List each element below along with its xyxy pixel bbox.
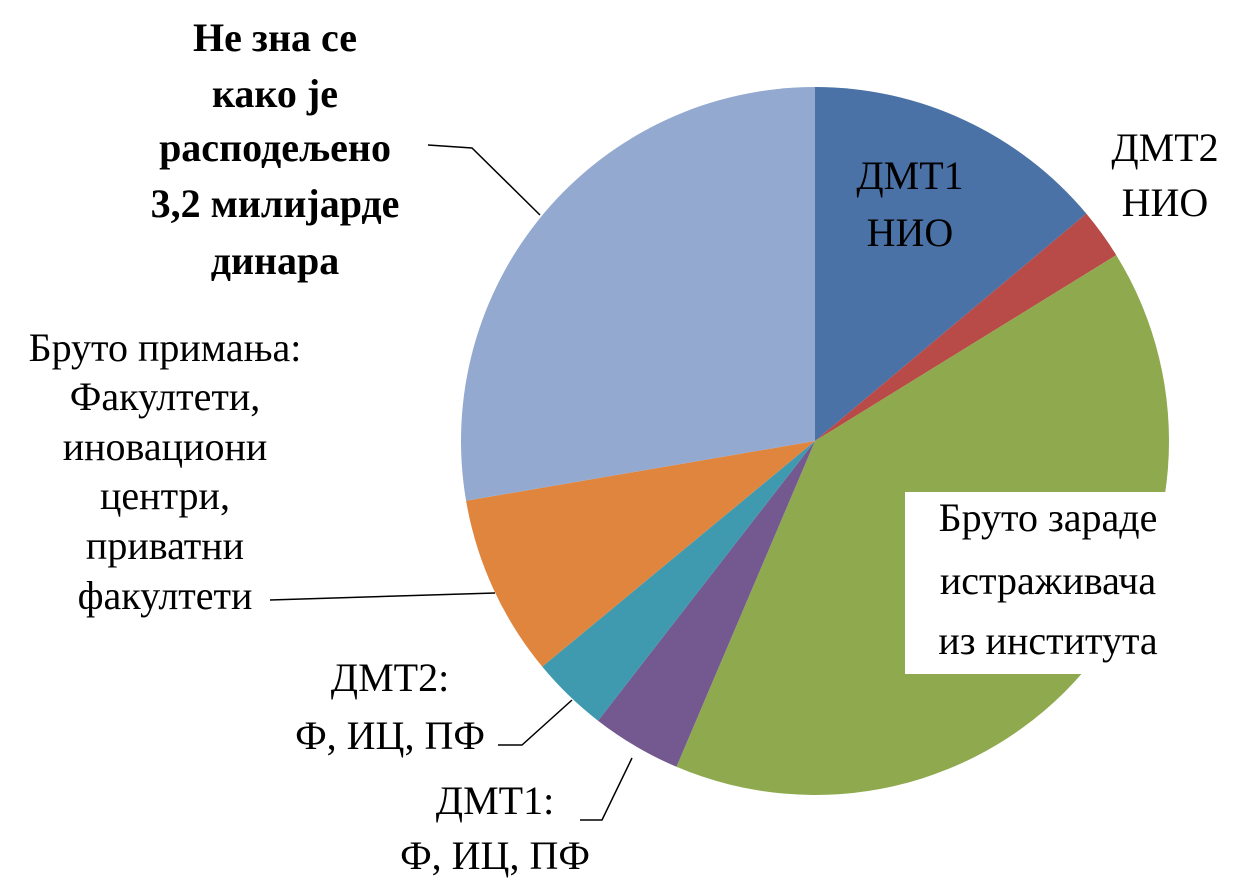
slice-label: Бруто зараде истраживача из института [938,495,1158,663]
slice-label-line: ДМТ1 [856,153,963,198]
slice-label: ДМТ1 НИО [856,153,963,255]
slice-label: Не зна се како је расподељено 3,2 милијарде… [151,15,400,283]
pie-slice [815,87,1087,441]
slice-label-line: расподељено [159,125,391,170]
slice-label: Бруто примања:Факултети, иновационицентри… [29,325,302,618]
slice-label-line: 3,2 милијарде [151,181,400,226]
slice-label: ДМТ2 НИО [1111,125,1218,225]
slice-label-line: иновациони [63,424,268,469]
pie-slice [598,441,815,767]
leader-line [269,592,496,601]
slice-label-line: Бруто зараде [939,495,1158,540]
leader-line [580,757,633,821]
pie-slice [815,213,1117,441]
slice-label-line: ДМТ2: [331,655,449,700]
slice-label-line: Не зна се [193,15,357,60]
slice-label-line: како је [212,71,338,116]
slice-label-line: приватни [86,523,244,568]
pie-slice [461,87,815,501]
label-background [905,492,1193,674]
slice-label-line: динара [211,238,340,283]
slice-label-line: Факултети, [70,374,261,419]
slice-label: ДМТ2: Ф, ИЦ, ПФ [295,655,485,758]
slice-label-line: Ф, ИЦ, ПФ [295,713,485,758]
slice-label-line: НИО [867,210,954,255]
slice-label-line: ДМТ2 [1111,125,1218,170]
slice-label-line: факултети [78,573,253,618]
pie-slice [542,441,815,721]
slice-label-line: центри, [100,473,230,518]
slice-label: ДМТ1: Ф, ИЦ, ПФ [400,778,590,878]
slice-label-line: истраживача [940,558,1157,603]
leader-line [498,699,573,746]
slice-label-line: Ф, ИЦ, ПФ [400,833,590,878]
slice-label-line: из института [938,618,1158,663]
slice-label-line: Бруто примања: [29,325,302,370]
leader-line [427,144,541,216]
pie-slice [466,441,815,667]
slice-label-line: НИО [1122,180,1209,225]
slice-label-line: ДМТ1: [436,778,554,823]
